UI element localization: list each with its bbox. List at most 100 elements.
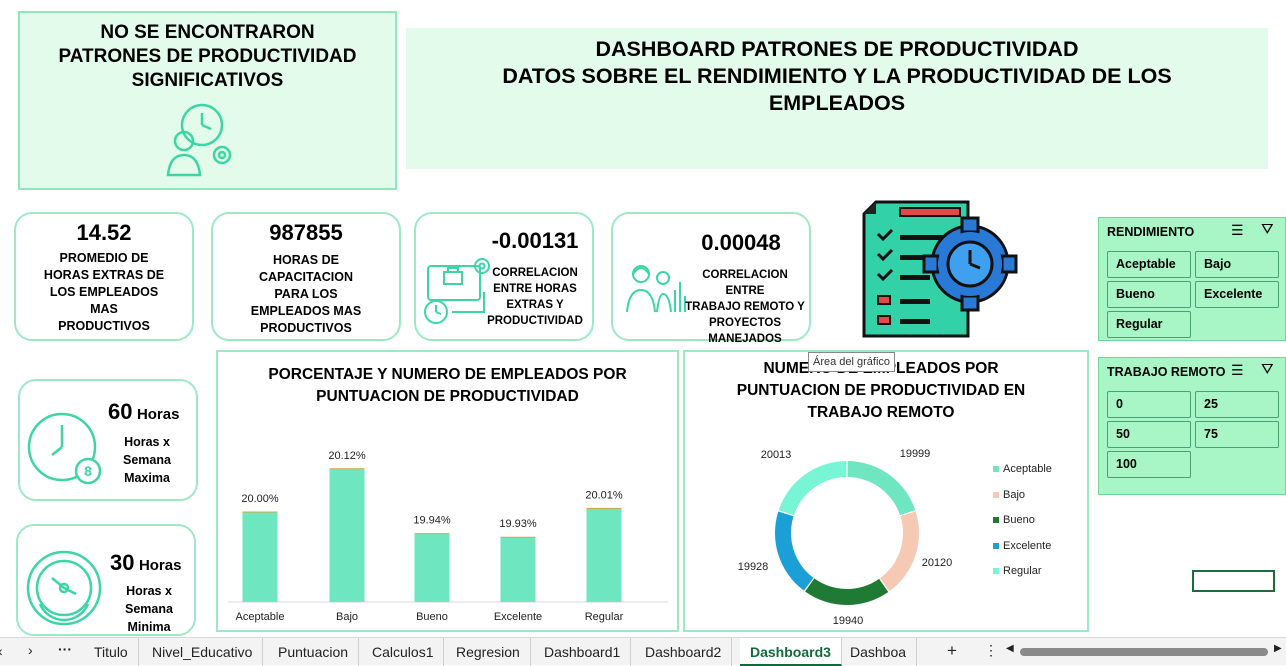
donut-slice-bajo[interactable] (880, 511, 919, 592)
donut-chart-panel[interactable]: NUMERO DE EMPLEADOS POR PUNTUACION DE PR… (683, 350, 1089, 632)
kpi-value: 14.52 (76, 220, 132, 245)
add-sheet-icon[interactable]: + (947, 641, 957, 660)
slicer-item-50[interactable]: 50 (1107, 421, 1191, 448)
donut-slice-aceptable[interactable] (847, 461, 916, 516)
kpi-card-corr-remote: 0.00048 CORRELACION ENTRE TRABAJO REMOTO… (611, 212, 811, 345)
kpi-label: EMPLEADOS MAS (250, 304, 362, 318)
slicer-item-25[interactable]: 25 (1195, 391, 1279, 418)
bar-chart-title-2: PUNTUACION DE PRODUCTIVIDAD (316, 388, 579, 405)
kpi-label: CAPACITACION (259, 270, 353, 284)
kpi-label: PRODUCTIVIDAD (487, 315, 583, 327)
legend-label: Excelente (1003, 539, 1052, 552)
sheet-tab-bar: ‹ › ··· TituloNivel_EducativoPuntuacionC… (0, 637, 1286, 666)
sheet-options-icon[interactable]: ⋮ (984, 642, 998, 658)
hours-value: 30 (110, 550, 135, 575)
sheet-tab-puntuacion[interactable]: Puntuacion (268, 638, 360, 666)
donut-chart: 19999 20120 19940 19928 20013 (738, 448, 953, 627)
report-gear-icon (862, 200, 1018, 338)
bar-chart-panel[interactable]: PORCENTAJE Y NUMERO DE EMPLEADOS POR PUN… (216, 350, 679, 632)
kpi-label: CORRELACION (492, 267, 578, 279)
scroll-left-icon[interactable]: ‹ (0, 643, 3, 659)
hours-label: Horas x (126, 584, 172, 598)
slicer-item-0[interactable]: 0 (1107, 391, 1191, 418)
bar-chart-title: PORCENTAJE Y NUMERO DE EMPLEADOS POR (268, 366, 627, 383)
more-sheets-icon[interactable]: ··· (58, 641, 72, 657)
sheet-tab-dashboard3[interactable]: Dashboard3 (740, 638, 842, 666)
bar-category-label: Regular (585, 611, 624, 623)
bar-category-label: Bueno (416, 611, 448, 623)
slicer-rendimiento[interactable]: RENDIMIENTO ☰ ⛛ Aceptable Bajo Bueno Exc… (1098, 217, 1286, 341)
bar-excelente[interactable] (500, 537, 536, 602)
legend-swatch (993, 542, 999, 549)
kpi-value: 0.00048 (701, 230, 781, 255)
clock-person-icon (166, 103, 232, 177)
svg-text:8: 8 (84, 463, 92, 479)
clear-filter-icon[interactable]: ⛛ (1261, 361, 1274, 378)
kpi-card-training: 987855 HORAS DE CAPACITACION PARA LOS EM… (211, 212, 401, 341)
kpi-value: 987855 (269, 220, 343, 245)
legend-item-bajo[interactable]: Bajo (993, 489, 1025, 501)
clear-filter-icon[interactable]: ⛛ (1261, 221, 1274, 238)
sheet-tab-dashboard1[interactable]: Dashboard1 (534, 638, 632, 666)
notice-line: NO SE ENCONTRARON (100, 22, 315, 43)
sheet-tab-dashboard2[interactable]: Dashboard2 (635, 638, 733, 666)
slicer-item-bajo[interactable]: Bajo (1195, 251, 1279, 278)
legend-item-bueno[interactable]: Bueno (993, 514, 1035, 526)
hours-unit: Horas (136, 406, 180, 423)
header-subtitle: DATOS SOBRE EL RENDIMIENTO Y LA PRODUCTI… (502, 64, 1172, 88)
bar-aceptable[interactable] (242, 512, 278, 602)
kpi-label: CORRELACION ENTRE (702, 269, 788, 297)
bar-category-label: Excelente (494, 611, 542, 623)
legend-item-excelente[interactable]: Excelente (993, 540, 1051, 552)
bar-bueno[interactable] (414, 533, 450, 602)
donut-slice-regular[interactable] (778, 461, 847, 516)
sheet-tab-calculos1[interactable]: Calculos1 (362, 638, 445, 666)
hours-card-min: 30 Horas Horas x Semana Minima (16, 524, 196, 636)
slicer-item-bueno[interactable]: Bueno (1107, 281, 1191, 308)
kpi-label: PRODUCTIVOS (58, 319, 150, 333)
workers-chart-icon (626, 265, 686, 313)
notice-line: SIGNIFICATIVOS (131, 70, 284, 91)
sheet-tab-regresion[interactable]: Regresion (446, 638, 531, 666)
hours-label: Horas x (124, 435, 170, 449)
multi-select-icon[interactable]: ☰ (1231, 362, 1244, 378)
legend-label: Aceptable (1003, 463, 1052, 475)
slicer-item-75[interactable]: 75 (1195, 421, 1279, 448)
legend-item-regular[interactable]: Regular (993, 565, 1042, 577)
kpi-label: MAS (90, 302, 118, 316)
kpi-label: HORAS DE (273, 253, 339, 267)
chart-area-tooltip: Área del gráfico (808, 352, 896, 372)
hscroll-right-icon[interactable]: ▶ (1274, 643, 1282, 654)
sheet-tab-titulo[interactable]: Titulo (84, 638, 139, 666)
selected-cell[interactable] (1192, 570, 1275, 592)
multi-select-icon[interactable]: ☰ (1231, 222, 1244, 238)
slicer-item-regular[interactable]: Regular (1107, 311, 1191, 338)
donut-slice-excelente[interactable] (775, 511, 814, 591)
legend-swatch (993, 568, 999, 575)
slicer-item-100[interactable]: 100 (1107, 451, 1191, 478)
kpi-label: MANEJADOS (708, 333, 782, 345)
donut-slice-bueno[interactable] (805, 578, 889, 605)
legend-swatch (993, 466, 999, 473)
hours-unit: Horas (138, 557, 182, 574)
bar-regular[interactable] (586, 508, 622, 602)
sheet-tab-dashboa[interactable]: Dashboa (840, 638, 918, 666)
scroll-right-icon[interactable]: › (28, 642, 33, 658)
bar-category-label: Bajo (336, 611, 358, 623)
horizontal-scrollbar[interactable] (1020, 648, 1268, 656)
sheet-tab-nivel_educativo[interactable]: Nivel_Educativo (142, 638, 264, 666)
clock-8-icon: 8 (27, 412, 102, 485)
dashboard-header: DASHBOARD PATRONES DE PRODUCTIVIDAD DATO… (406, 28, 1268, 169)
donut-data-label: 19940 (833, 615, 864, 627)
hours-label: Semana (123, 453, 171, 467)
bar-bajo[interactable] (329, 468, 365, 602)
hscroll-left-icon[interactable]: ◀ (1006, 643, 1014, 654)
slicer-trabajo-remoto[interactable]: TRABAJO REMOTO ☰ ⛛ 0 25 50 75 100 (1098, 357, 1286, 495)
slicer-item-excelente[interactable]: Excelente (1195, 281, 1279, 308)
bar-data-label: 20.12% (328, 450, 366, 462)
notice-panel: NO SE ENCONTRARON PATRONES DE PRODUCTIVI… (18, 11, 397, 190)
bar-category-label: Aceptable (236, 611, 285, 623)
legend-item-aceptable[interactable]: Aceptable (993, 463, 1052, 475)
slicer-item-aceptable[interactable]: Aceptable (1107, 251, 1191, 278)
kpi-label: PARA LOS (274, 287, 338, 301)
